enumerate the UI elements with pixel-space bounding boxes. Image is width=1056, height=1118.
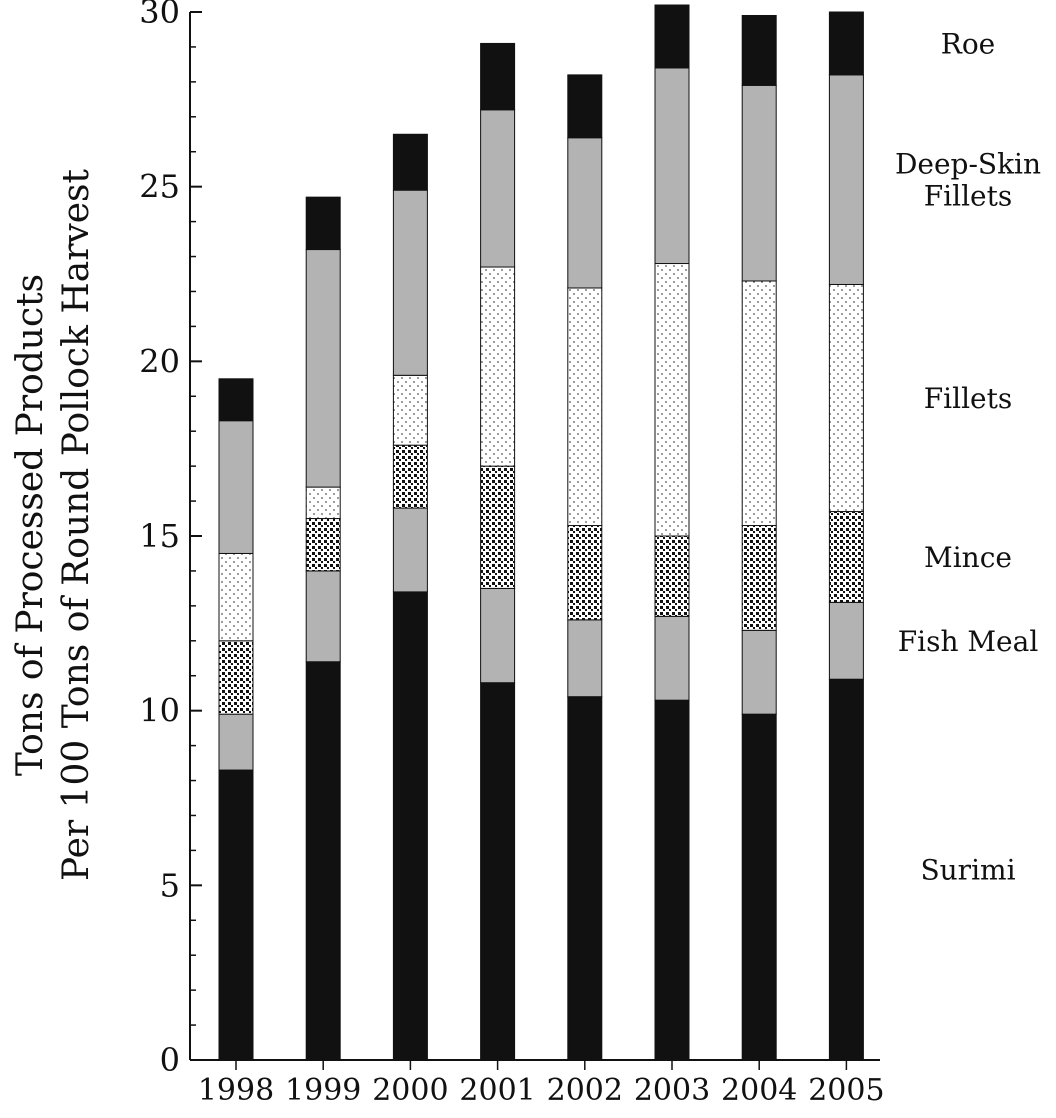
bar-segment-deep_skin_fillets: [392, 189, 428, 376]
bar-stack-2001: [480, 42, 516, 1061]
bar-segment-mince: [392, 444, 428, 509]
bar-segment-surimi: [654, 699, 690, 1061]
bar-segment-fillets: [480, 266, 516, 467]
bar-segment-fish_meal: [392, 507, 428, 593]
bar-segment-fish_meal: [654, 615, 690, 701]
bar-segment-surimi: [305, 661, 341, 1061]
legend-label-fillets: Fillets: [924, 382, 1012, 415]
bar-segment-fillets: [305, 486, 341, 520]
bar-segment-roe: [480, 42, 516, 111]
bar-segment-fillets: [218, 552, 254, 642]
bar-segment-deep_skin_fillets: [828, 74, 864, 285]
legend-label-roe: Roe: [941, 27, 996, 60]
bar-segment-roe: [305, 196, 341, 251]
bar-segment-mince: [741, 525, 777, 631]
bar-segment-roe: [741, 14, 777, 86]
bar-stack-1998: [218, 378, 254, 1061]
bar-segment-mince: [654, 535, 690, 617]
bar-segment-fillets: [654, 263, 690, 537]
bar-segment-mince: [828, 511, 864, 603]
bar-segment-surimi: [741, 713, 777, 1061]
legend-label-line: Roe: [941, 27, 996, 60]
bar-segment-fillets: [392, 374, 428, 446]
y-tick-label: 20: [139, 342, 180, 380]
bar-segment-fillets: [741, 280, 777, 527]
x-tick-label: 2001: [459, 1073, 535, 1108]
bar-segment-mince: [567, 525, 603, 621]
y-tick-label: 15: [139, 517, 180, 555]
bar-segment-surimi: [480, 682, 516, 1061]
bar-segment-deep_skin_fillets: [741, 84, 777, 282]
x-tick-label: 2002: [547, 1073, 623, 1108]
y-tick-label: 25: [139, 168, 180, 206]
y-axis-label-line: Tons of Processed Products: [10, 274, 51, 776]
legend-label-line: Mince: [924, 541, 1012, 574]
bar-segment-deep_skin_fillets: [654, 67, 690, 265]
legend-label-line: Fillets: [924, 180, 1012, 213]
bar-segment-deep_skin_fillets: [567, 137, 603, 289]
bar-segment-surimi: [218, 769, 254, 1061]
bar-segment-fish_meal: [218, 713, 254, 771]
bar-stacks: [218, 4, 864, 1061]
legend-label-line: Surimi: [920, 854, 1015, 887]
x-tick-label: 2003: [634, 1073, 710, 1108]
bar-segment-roe: [218, 378, 254, 422]
legend-label-line: Fish Meal: [898, 625, 1039, 658]
y-axis-label-line: Per 100 Tons of Round Pollock Harvest: [56, 168, 97, 881]
x-tick-label: 2004: [721, 1073, 797, 1108]
bar-segment-mince: [305, 518, 341, 572]
bar-stack-2000: [392, 133, 428, 1061]
bar-segment-deep_skin_fillets: [480, 109, 516, 268]
y-tick-label: 5: [160, 866, 180, 904]
x-tick-label: 1999: [285, 1073, 361, 1108]
bar-stack-2004: [741, 14, 777, 1061]
bar-stack-2005: [828, 11, 864, 1061]
bar-segment-roe: [392, 133, 428, 191]
x-axis: 1998 1999 2000 2001 2002 2003 2004 2005: [190, 1059, 885, 1108]
bar-stack-2003: [654, 4, 690, 1061]
y-tick-label: 0: [160, 1041, 180, 1079]
bar-segment-roe: [567, 74, 603, 139]
bar-segment-surimi: [828, 678, 864, 1061]
bar-segment-fish_meal: [828, 601, 864, 680]
y-axis: 0 5 10 15 20 25 30: [139, 0, 202, 1079]
legend-label-line: Deep-Skin: [895, 148, 1041, 181]
bar-segment-deep_skin_fillets: [305, 249, 341, 488]
legend-label-deep_skin_fillets: Deep-Skin Fillets: [895, 148, 1041, 213]
x-tick-label: 2000: [372, 1073, 448, 1108]
bar-segment-fish_meal: [305, 570, 341, 663]
bar-segment-fish_meal: [567, 619, 603, 698]
bar-segment-mince: [218, 640, 254, 715]
bar-segment-roe: [828, 11, 864, 76]
y-axis-label: Tons of Processed Products Per 100 Tons o…: [10, 168, 97, 881]
legend-label-line: Fillets: [924, 382, 1012, 415]
bar-segment-fish_meal: [480, 587, 516, 684]
legend-label-mince: Mince: [924, 541, 1012, 574]
legend-label-fish_meal: Fish Meal: [898, 625, 1039, 658]
bar-segment-fillets: [828, 283, 864, 513]
bar-stack-2002: [567, 74, 603, 1061]
x-tick-label: 2005: [808, 1073, 884, 1108]
y-tick-label: 30: [139, 0, 180, 31]
bar-segment-surimi: [392, 591, 428, 1061]
bar-segment-roe: [654, 4, 690, 69]
y-tick-label: 10: [139, 692, 180, 730]
bar-segment-deep_skin_fillets: [218, 420, 254, 554]
bar-segment-fish_meal: [741, 629, 777, 715]
bar-segment-mince: [480, 465, 516, 589]
bar-segment-surimi: [567, 696, 603, 1061]
legend-label-surimi: Surimi: [920, 854, 1015, 887]
x-tick-label: 1998: [198, 1073, 274, 1108]
bar-segment-fillets: [567, 287, 603, 527]
bar-stack-1999: [305, 196, 341, 1061]
